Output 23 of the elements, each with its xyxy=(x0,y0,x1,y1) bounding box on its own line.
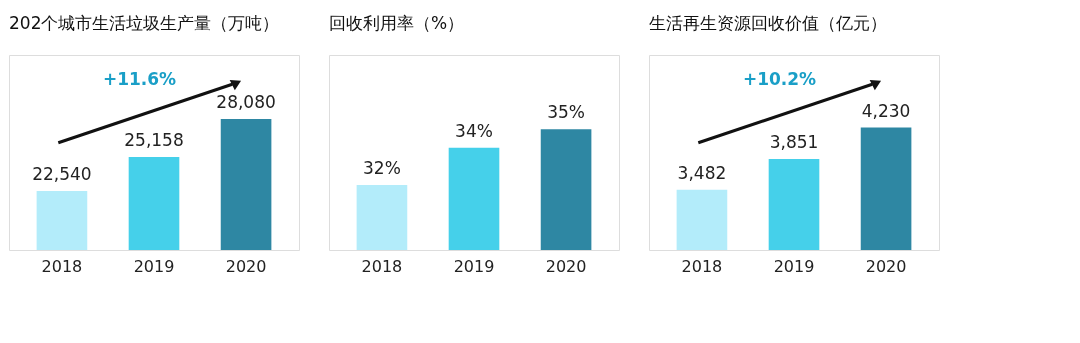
x-tick-label: 2018 xyxy=(681,256,723,276)
data-label: 3,851 xyxy=(769,132,819,153)
x-tick-label: 2018 xyxy=(41,256,83,276)
chart-title: 回收利用率（%） xyxy=(329,13,465,33)
x-tick-label: 2019 xyxy=(453,256,495,276)
annotation: +10.2% xyxy=(742,69,817,90)
x-tick-label: 2019 xyxy=(133,256,175,276)
x-tick-label: 2020 xyxy=(225,256,267,276)
data-label: 35% xyxy=(547,102,585,123)
data-label: 28,080 xyxy=(216,91,276,112)
x-tick-label: 2019 xyxy=(773,256,815,276)
data-label: 32% xyxy=(363,158,401,178)
x-tick-label: 2020 xyxy=(545,256,587,276)
data-label: 4,230 xyxy=(861,100,911,121)
x-tick-label: 2020 xyxy=(865,256,907,276)
data-label: 3,482 xyxy=(677,162,727,183)
x-tick-label: 2018 xyxy=(361,256,403,276)
chart-title: 202个城市生活垃圾生产量（万吨） xyxy=(9,13,280,33)
data-label: 25,158 xyxy=(124,129,184,150)
data-label: 34% xyxy=(455,120,493,141)
data-label: 22,540 xyxy=(32,163,92,184)
annotation: +11.6% xyxy=(102,69,177,90)
chart-title: 生活再生资源回收价值（亿元） xyxy=(649,13,887,33)
